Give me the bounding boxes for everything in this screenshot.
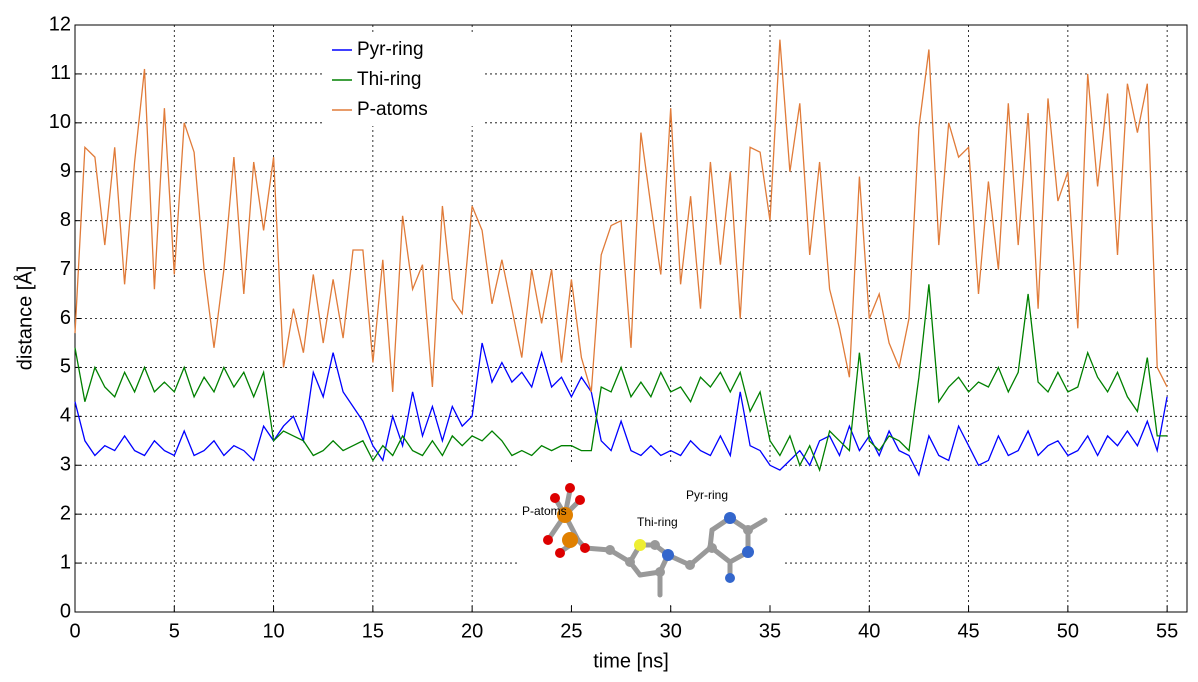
y-axis-label: distance [Å]: [13, 266, 36, 371]
y-tick-label: 0: [60, 600, 71, 622]
y-tick-label: 12: [49, 13, 71, 35]
x-tick-label: 0: [69, 620, 80, 642]
atom: [543, 535, 553, 545]
x-tick-label: 10: [262, 620, 284, 642]
y-tick-label: 4: [60, 405, 71, 427]
x-axis-label: time [ns]: [593, 650, 669, 672]
x-tick-label: 45: [957, 620, 979, 642]
x-tick-label: 15: [362, 620, 384, 642]
series-line: [74, 284, 1168, 473]
y-tick-label: 8: [60, 209, 71, 231]
atom: [655, 567, 665, 577]
atom: [605, 545, 615, 555]
atom: [555, 548, 565, 558]
y-tick-label: 9: [60, 160, 71, 182]
annotation: Thi-ring: [637, 515, 678, 529]
plot-frame: [74, 24, 1188, 613]
atom: [562, 532, 578, 548]
series-line: [74, 342, 1168, 477]
x-tick-label: 5: [169, 620, 180, 642]
atom: [725, 573, 735, 583]
x-tick-label: 30: [660, 620, 682, 642]
annotation: P-atoms: [522, 504, 567, 518]
x-tick-label: 40: [858, 620, 880, 642]
annotation: Pyr-ring: [686, 488, 728, 502]
x-tick-label: 20: [461, 620, 483, 642]
y-tick-label: 5: [60, 356, 71, 378]
x-tick-label: 25: [560, 620, 582, 642]
atom: [557, 507, 573, 523]
atom: [550, 493, 560, 503]
atom: [685, 560, 695, 570]
atom: [565, 483, 575, 493]
y-tick-label: 10: [49, 111, 71, 133]
x-tick-label: 50: [1057, 620, 1079, 642]
atom: [575, 495, 585, 505]
atom: [662, 549, 674, 561]
series-line: [74, 39, 1168, 393]
molecule-inset: P-atoms Thi-ring Pyr-ring: [522, 483, 768, 598]
inset-background: [518, 462, 783, 602]
y-tick-label: 2: [60, 502, 71, 524]
y-tick-label: 11: [50, 62, 71, 84]
atom: [724, 512, 736, 524]
atom: [634, 539, 646, 551]
legend-label: P-atoms: [357, 99, 428, 120]
legend-label: Thi-ring: [357, 69, 421, 90]
atom: [625, 557, 635, 567]
atom: [743, 525, 753, 535]
atom: [650, 540, 660, 550]
x-tick-label: 35: [759, 620, 781, 642]
y-tick-label: 1: [60, 551, 71, 573]
atom: [742, 546, 754, 558]
legend-label: Pyr-ring: [357, 39, 424, 60]
atom: [580, 543, 590, 553]
y-tick-label: 3: [60, 454, 71, 476]
y-tick-label: 6: [60, 307, 71, 329]
x-tick-label: 55: [1156, 620, 1178, 642]
atom: [707, 543, 717, 553]
y-tick-label: 7: [60, 258, 71, 280]
